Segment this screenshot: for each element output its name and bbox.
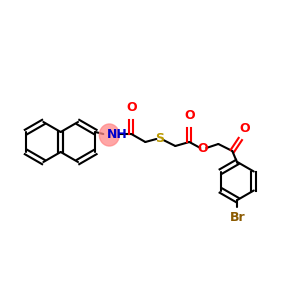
Text: NH: NH xyxy=(107,128,128,140)
Text: O: O xyxy=(126,101,136,114)
Ellipse shape xyxy=(99,124,119,146)
Text: O: O xyxy=(184,109,195,122)
Text: S: S xyxy=(155,131,164,145)
Text: O: O xyxy=(239,122,250,135)
Text: O: O xyxy=(197,142,208,155)
Text: Br: Br xyxy=(230,211,245,224)
